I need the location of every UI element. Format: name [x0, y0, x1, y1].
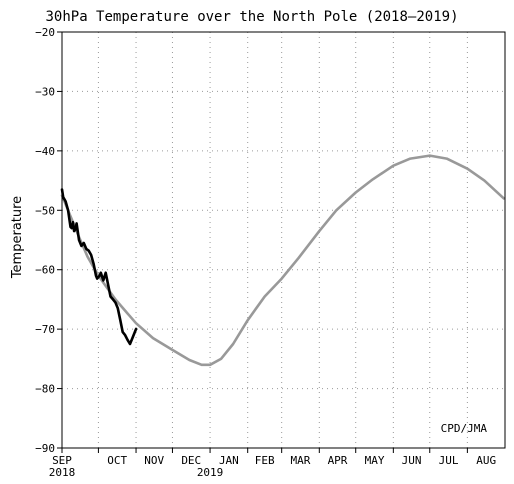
- x-tick-label: JUN: [402, 454, 422, 467]
- y-tick-label: −90: [35, 442, 55, 455]
- x-tick-label: MAY: [365, 454, 385, 467]
- y-tick-label: −20: [35, 26, 55, 39]
- x-tick-label: DEC: [181, 454, 201, 467]
- x-tick-label: JUL: [439, 454, 459, 467]
- y-tick-label: −50: [35, 204, 55, 217]
- x-year-label: 2019: [197, 466, 224, 479]
- climatology-line: [60, 154, 506, 367]
- x-tick-label: FEB: [255, 454, 275, 467]
- grid-layer: [62, 32, 505, 448]
- y-tick-label: −30: [35, 85, 55, 98]
- observed-line: [60, 188, 138, 346]
- y-tick-label: −40: [35, 145, 55, 158]
- x-tick-label: AUG: [476, 454, 496, 467]
- credit-label: CPD/JMA: [441, 422, 488, 435]
- chart-title: 30hPa Temperature over the North Pole (2…: [45, 9, 458, 25]
- x-tick-label: NOV: [144, 454, 164, 467]
- plot-frame: [61, 31, 506, 449]
- x-year-label: 2018: [49, 466, 76, 479]
- series-layer: [60, 154, 506, 367]
- x-tick-label: MAR: [291, 454, 311, 467]
- x-tick-label: JAN: [219, 454, 239, 467]
- y-tick-label: −80: [35, 383, 55, 396]
- x-tick-label: SEP: [52, 454, 72, 467]
- x-tick-label: APR: [328, 454, 348, 467]
- y-tick-label: −60: [35, 264, 55, 277]
- y-axis-label: Temperature: [10, 196, 25, 279]
- x-tick-label: OCT: [107, 454, 127, 467]
- y-tick-label: −70: [35, 323, 55, 336]
